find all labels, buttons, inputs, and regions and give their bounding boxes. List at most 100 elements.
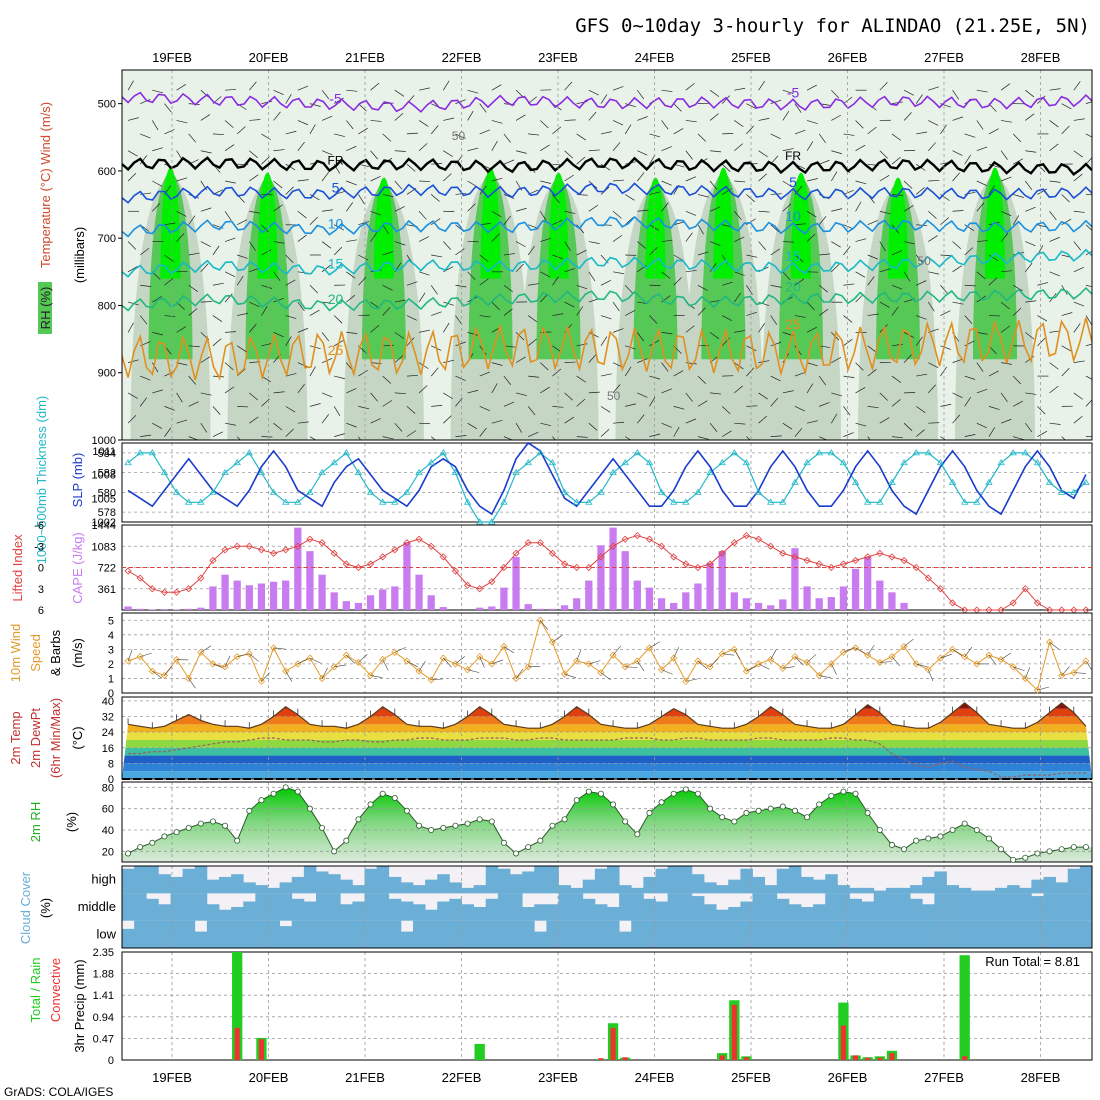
cloud-level-middle: middle xyxy=(78,899,116,914)
cloud-high-bar xyxy=(643,876,656,894)
wind-barb xyxy=(819,159,830,165)
wind-barb xyxy=(1049,211,1057,221)
rh-point xyxy=(658,799,665,806)
wind-barb xyxy=(624,285,633,294)
wind-barb xyxy=(309,366,316,377)
wind-barb xyxy=(952,150,963,156)
wind-speed-point xyxy=(682,677,690,685)
wind-barb xyxy=(819,345,831,348)
wind-barb xyxy=(382,659,389,671)
wind-barb xyxy=(1049,641,1060,650)
wind-barb xyxy=(1013,251,1024,256)
cloud-high-bar xyxy=(849,887,863,894)
wind-barb xyxy=(1001,120,1012,123)
wind-barb xyxy=(588,149,600,152)
cloud-middle-bar xyxy=(122,893,135,921)
wind-barb xyxy=(976,362,984,372)
wind-barb xyxy=(976,146,988,152)
lifted-index-point xyxy=(354,563,363,572)
wind-barb xyxy=(1013,194,1024,198)
wind-barb xyxy=(224,144,235,152)
temp-tick-0: 0 xyxy=(108,774,114,786)
wind-barb xyxy=(370,150,378,160)
cloud-high-bar xyxy=(194,866,208,894)
top-date-20feb: 20FEB xyxy=(249,50,289,65)
wind-barb xyxy=(212,338,222,347)
wind-barb xyxy=(212,282,224,286)
cloud-high-bar xyxy=(340,879,353,894)
wind-barb xyxy=(722,281,733,286)
wind-barb xyxy=(831,356,842,363)
cloud-low-bar xyxy=(764,920,778,948)
wind-barb xyxy=(1085,284,1092,288)
wind-barb xyxy=(152,670,163,679)
top-date-25feb: 25FEB xyxy=(731,50,771,65)
wind-barb xyxy=(1000,210,1012,217)
wind-barb xyxy=(297,85,309,91)
wind-barb xyxy=(916,131,928,135)
wind-barb xyxy=(358,194,365,204)
cloud-middle-bar xyxy=(667,893,681,921)
wind-barb xyxy=(734,180,746,183)
wind-barb xyxy=(1013,400,1023,407)
precip-convective-legend: Convective xyxy=(48,958,63,1022)
wind-barb xyxy=(709,89,720,97)
wind-axis-title-2: Speed xyxy=(28,634,43,672)
wind-speed-point xyxy=(694,657,702,665)
lifted-index-point xyxy=(560,560,569,568)
wind-barb xyxy=(746,665,758,672)
cloud-low-bar xyxy=(885,920,899,948)
isotherm-label-5: 5 xyxy=(789,174,797,190)
slp-tick-1008: 1008 xyxy=(92,470,116,482)
wind-barb xyxy=(188,133,197,143)
cloud-low-bar xyxy=(400,931,414,948)
cloud-middle-bar xyxy=(898,893,911,921)
temp-band xyxy=(122,702,1092,709)
cloud-low-bar xyxy=(728,920,741,948)
rh-point xyxy=(1010,856,1017,863)
wind-speed-point xyxy=(354,658,363,667)
rh-contour-label: 50 xyxy=(607,389,621,403)
cloud-middle-bar xyxy=(425,909,438,921)
wind-barb xyxy=(491,419,503,424)
wind-barb xyxy=(370,82,380,91)
rh-point xyxy=(258,797,265,804)
cloud-high-bar xyxy=(873,890,887,894)
wind-barb xyxy=(818,133,826,144)
cloud-low-bar xyxy=(1019,920,1032,948)
wind-barb xyxy=(394,647,406,653)
wind-barb xyxy=(1073,150,1083,158)
rh-point xyxy=(707,805,714,812)
thickness-point xyxy=(306,488,314,495)
wind-barb xyxy=(758,150,768,158)
wind-barb xyxy=(685,392,693,402)
wind-barb xyxy=(831,392,842,397)
lifted-index-point xyxy=(936,585,945,593)
rh-area xyxy=(122,787,1092,862)
cloud-middle-bar xyxy=(619,893,632,921)
rh-point xyxy=(1070,844,1077,851)
wind-barb xyxy=(321,332,330,342)
wind-barb xyxy=(867,276,875,286)
cloud-low-bar xyxy=(958,920,972,948)
thickness-point xyxy=(706,468,714,476)
wind-barb xyxy=(818,375,826,386)
bottom-date-24feb: 24FEB xyxy=(635,1070,675,1085)
lifted-index-point xyxy=(609,542,617,550)
wind-barb xyxy=(394,332,405,339)
thickness-point xyxy=(657,488,666,495)
cloud-low-bar xyxy=(328,920,341,948)
wind-barb xyxy=(600,131,612,135)
cloud-low-bar xyxy=(388,920,402,948)
wind-barb xyxy=(236,275,244,286)
temp-band xyxy=(122,739,1092,748)
wind-barb xyxy=(637,241,647,249)
cloud-high-bar xyxy=(255,885,268,894)
cloud-high-bar xyxy=(206,879,220,894)
wind-barb xyxy=(891,156,901,165)
wind-barb xyxy=(443,657,452,668)
cape-bar xyxy=(839,586,848,610)
wind-barb xyxy=(928,142,936,151)
cloud-low-bar xyxy=(558,920,572,948)
wind-barb xyxy=(225,89,237,91)
